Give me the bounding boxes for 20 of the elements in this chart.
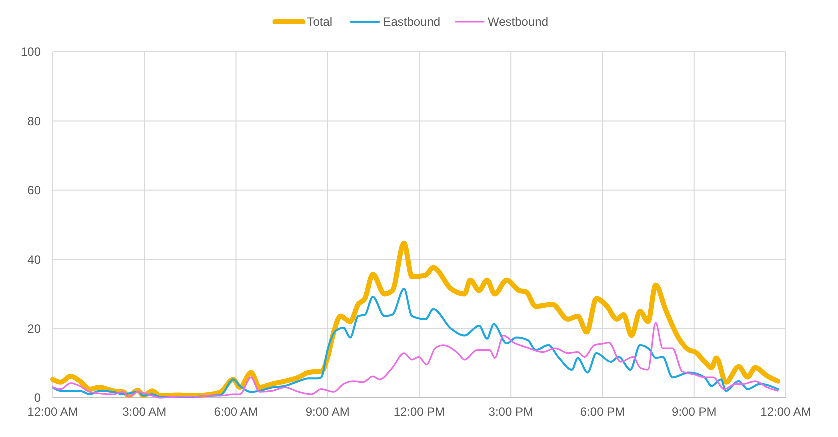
legend-label: Total — [307, 15, 333, 30]
x-tick-label: 9:00 PM — [672, 405, 717, 419]
x-tick-label: 6:00 PM — [580, 405, 626, 419]
line-series — [52, 288, 780, 398]
y-tick-label: 0 — [34, 391, 42, 406]
x-tick-label: 9:00 AM — [306, 405, 350, 419]
legend-label: Eastbound — [383, 15, 441, 30]
legend-label: Westbound — [488, 15, 548, 30]
x-tick-label: 3:00 AM — [122, 405, 167, 419]
x-tick-label: 12:00 AM — [760, 405, 812, 419]
x-tick-label: 12:00 PM — [394, 405, 446, 419]
x-tick-label: 3:00 PM — [488, 405, 534, 419]
x-tick-label: 6:00 AM — [214, 405, 258, 419]
x-tick-label: 12:00 AM — [28, 405, 78, 419]
y-tick-label: 100 — [20, 45, 42, 60]
y-tick-label: 80 — [28, 114, 42, 128]
y-tick-label: 20 — [28, 322, 42, 336]
y-tick-label: 40 — [28, 252, 42, 267]
line-series — [52, 322, 779, 399]
y-tick-label: 60 — [28, 184, 42, 198]
